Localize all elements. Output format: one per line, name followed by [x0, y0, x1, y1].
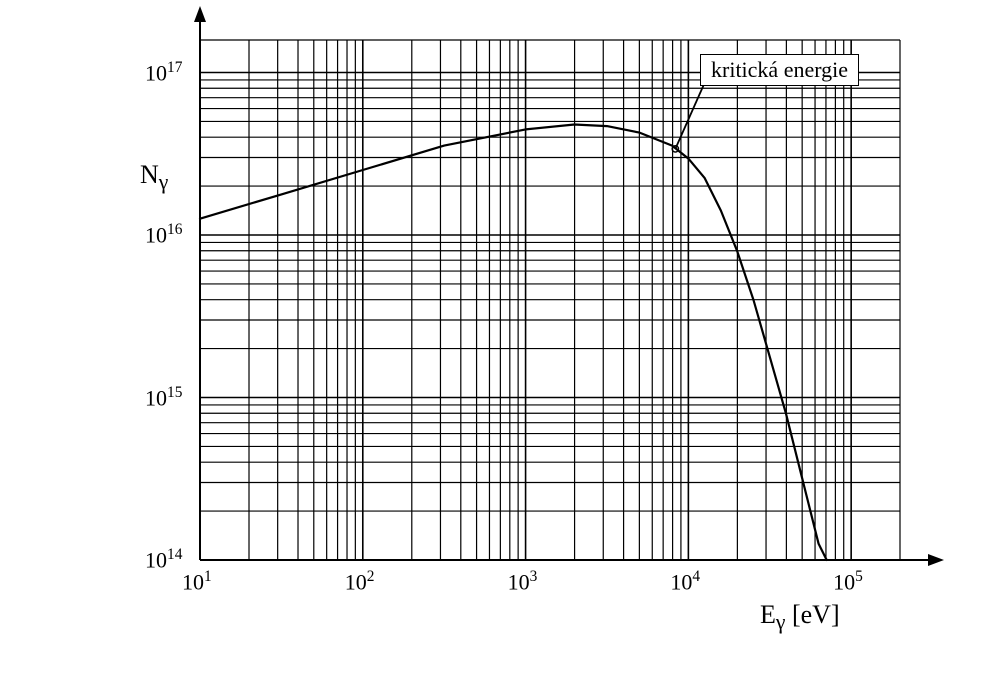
tick-label: 104	[670, 568, 700, 595]
y-axis-label: Nγ	[140, 160, 168, 195]
tick-label: 105	[833, 568, 863, 595]
tick-label: 1015	[145, 384, 182, 411]
x-axis-label: Eγ [eV]	[760, 600, 840, 635]
tick-label: 1014	[145, 546, 182, 573]
tick-label: 102	[345, 568, 375, 595]
tick-label: 1016	[145, 221, 182, 248]
critical-energy-annotation: kritická energie	[700, 54, 859, 86]
chart-container: Nγ Eγ [eV] kritická energie 101 102 103 104…	[0, 0, 998, 680]
tick-label: 103	[508, 568, 538, 595]
tick-label: 1017	[145, 59, 182, 86]
tick-label: 101	[182, 568, 212, 595]
